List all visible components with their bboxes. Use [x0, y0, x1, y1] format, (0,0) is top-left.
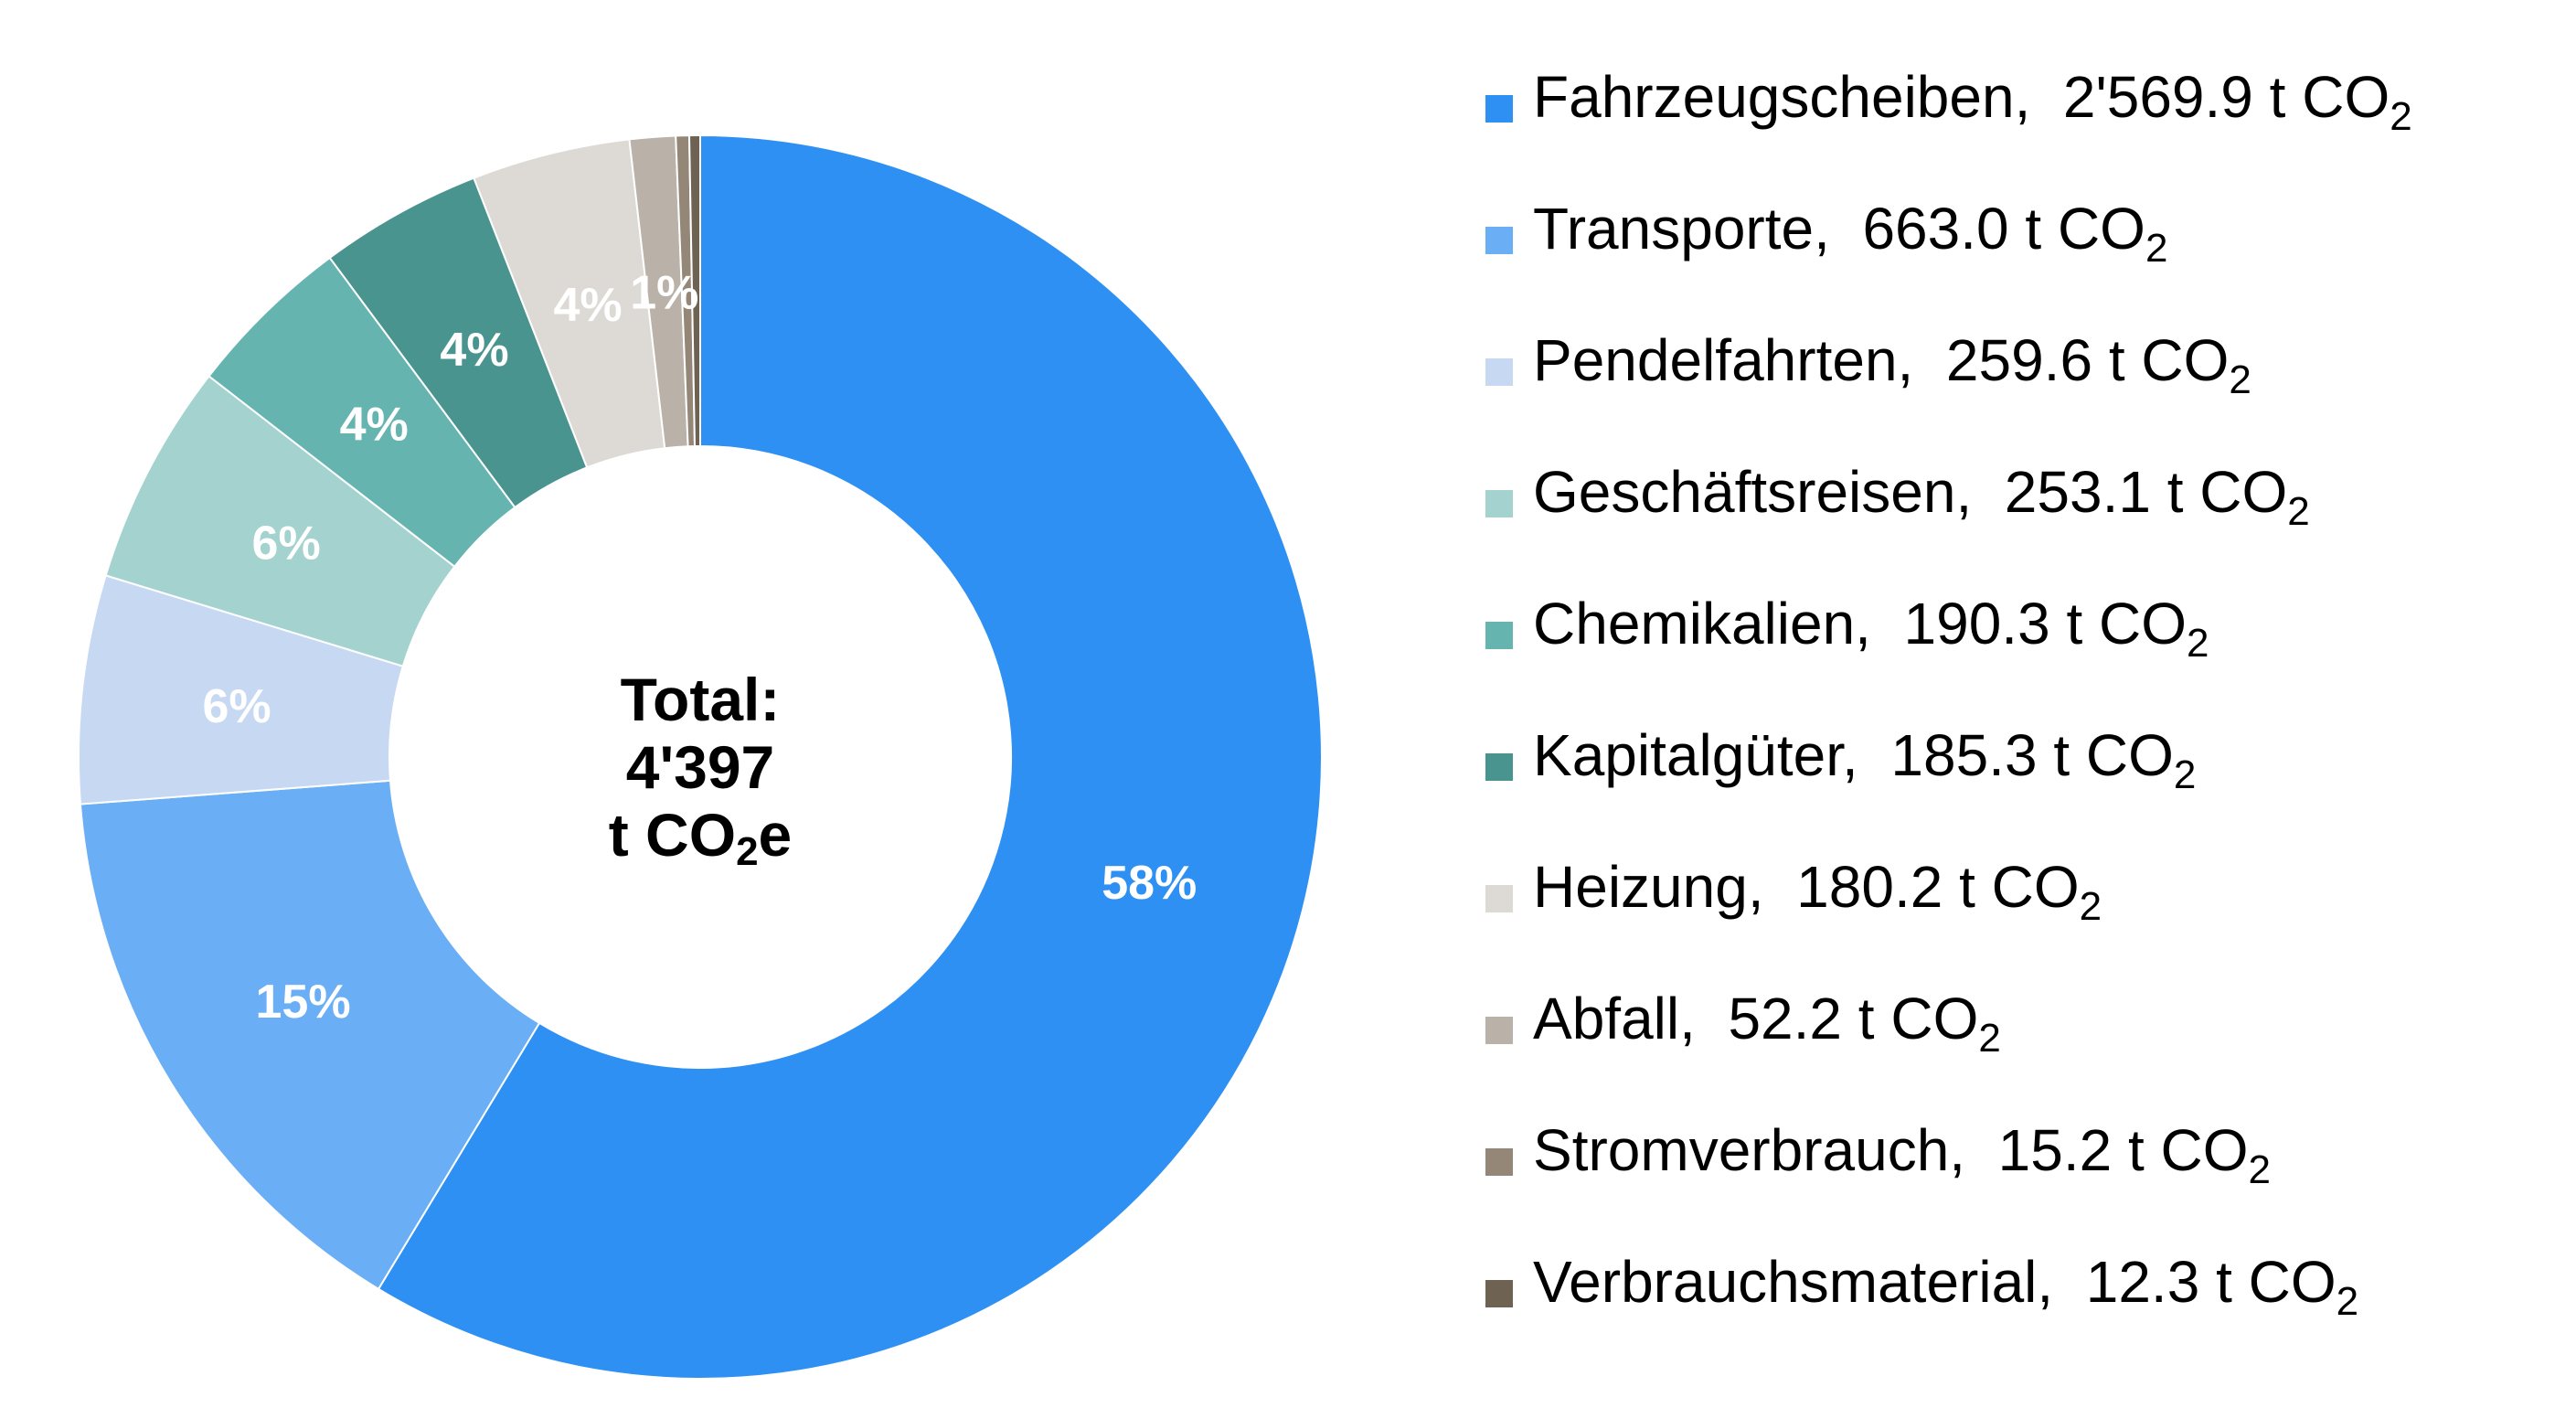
- legend: Fahrzeugscheiben, 2'569.9 t CO2 Transport…: [1485, 66, 2564, 1382]
- legend-unit-2: t CO2: [2108, 327, 2251, 402]
- legend-value-4: 190.3: [1903, 591, 2067, 656]
- legend-label-1: Transporte, 663.0 t CO2: [1533, 196, 2548, 271]
- legend-item-5: Kapitalgüter, 185.3 t CO2: [1485, 724, 2564, 856]
- legend-label-8: Stromverbrauch, 15.2 t CO2: [1533, 1117, 2548, 1192]
- legend-unit-sub-7: 2: [1978, 1016, 2001, 1061]
- legend-label-0: Fahrzeugscheiben, 2'569.9 t CO2: [1533, 64, 2548, 139]
- legend-swatch-2: [1485, 358, 1513, 386]
- legend-value-9: 12.3: [2085, 1249, 2217, 1315]
- legend-unit-sub-1: 2: [2145, 226, 2168, 271]
- legend-unit-9: t CO2: [2216, 1249, 2359, 1324]
- legend-value-5: 185.3: [1890, 722, 2054, 788]
- legend-unit-4: t CO2: [2066, 591, 2209, 666]
- legend-unit-sub-0: 2: [2390, 94, 2412, 139]
- legend-value-7: 52.2: [1728, 986, 1858, 1051]
- slice-label-7: 1%: [630, 267, 698, 320]
- legend-name-2: Pendelfahrten,: [1533, 327, 1946, 393]
- legend-value-2: 259.6: [1945, 327, 2109, 393]
- legend-value-3: 253.1: [2004, 459, 2167, 525]
- donut-slices: [78, 133, 1323, 1380]
- legend-value-1: 663.0: [1862, 196, 2026, 261]
- slice-label-6: 4%: [553, 279, 622, 332]
- legend-name-5: Kapitalgüter,: [1533, 722, 1891, 788]
- legend-swatch-1: [1485, 227, 1513, 254]
- legend-item-8: Stromverbrauch, 15.2 t CO2: [1485, 1119, 2564, 1251]
- legend-unit-7: t CO2: [1857, 986, 2001, 1061]
- legend-item-3: Geschäftsreisen, 253.1 t CO2: [1485, 461, 2564, 592]
- legend-unit-sub-4: 2: [2187, 621, 2209, 666]
- legend-name-1: Transporte,: [1533, 196, 1863, 261]
- legend-name-7: Abfall,: [1533, 986, 1729, 1051]
- legend-item-0: Fahrzeugscheiben, 2'569.9 t CO2: [1485, 66, 2564, 197]
- slice-label-2: 6%: [203, 680, 271, 733]
- legend-item-7: Abfall, 52.2 t CO2: [1485, 987, 2564, 1119]
- slice-labels: 58%15%6%6%4%4%4% 1%: [203, 267, 1198, 1029]
- slice-label-1: 15%: [256, 976, 351, 1029]
- slice-9: [687, 133, 701, 448]
- legend-label-2: Pendelfahrten, 259.6 t CO2: [1533, 327, 2548, 402]
- legend-label-9: Verbrauchsmaterial, 12.3 t CO2: [1533, 1249, 2548, 1324]
- center-total-value: 4'397: [626, 733, 775, 801]
- legend-unit-1: t CO2: [2025, 196, 2168, 271]
- legend-label-3: Geschäftsreisen, 253.1 t CO2: [1533, 459, 2548, 534]
- legend-unit-6: t CO2: [1959, 854, 2102, 929]
- legend-swatch-4: [1485, 622, 1513, 649]
- legend-value-6: 180.2: [1796, 854, 1960, 920]
- legend-item-9: Verbrauchsmaterial, 12.3 t CO2: [1485, 1251, 2564, 1382]
- legend-swatch-9: [1485, 1280, 1513, 1307]
- legend-name-9: Verbrauchsmaterial,: [1533, 1249, 2086, 1315]
- legend-label-5: Kapitalgüter, 185.3 t CO2: [1533, 722, 2548, 797]
- legend-swatch-0: [1485, 95, 1513, 123]
- legend-unit-sub-2: 2: [2229, 357, 2251, 402]
- legend-unit-sub-5: 2: [2173, 752, 2197, 797]
- legend-item-2: Pendelfahrten, 259.6 t CO2: [1485, 329, 2564, 461]
- legend-label-7: Abfall, 52.2 t CO2: [1533, 986, 2548, 1061]
- legend-unit-5: t CO2: [2053, 722, 2197, 797]
- donut-chart: 58%15%6%6%4%4%4% 1% Total: 4'397 t CO2e: [78, 133, 1323, 1380]
- legend-unit-3: t CO2: [2166, 459, 2310, 534]
- legend-unit-sub-9: 2: [2336, 1279, 2359, 1324]
- legend-unit-0: t CO2: [2269, 64, 2412, 139]
- legend-swatch-7: [1485, 1017, 1513, 1044]
- slice-0: [377, 133, 1323, 1380]
- center-total-unit: t CO2e: [609, 801, 793, 874]
- legend-swatch-3: [1485, 490, 1513, 517]
- slice-label-3: 6%: [252, 517, 321, 570]
- legend-unit-sub-6: 2: [2079, 884, 2102, 929]
- legend-label-4: Chemikalien, 190.3 t CO2: [1533, 591, 2548, 666]
- legend-name-4: Chemikalien,: [1533, 591, 1904, 656]
- legend-item-1: Transporte, 663.0 t CO2: [1485, 197, 2564, 329]
- slice-1: [79, 779, 541, 1291]
- slice-label-4: 4%: [340, 399, 409, 452]
- legend-item-6: Heizung, 180.2 t CO2: [1485, 856, 2564, 987]
- legend-unit-8: t CO2: [2127, 1117, 2272, 1192]
- legend-swatch-5: [1485, 753, 1513, 781]
- slice-label-5: 4%: [440, 324, 508, 377]
- legend-value-8: 15.2: [1997, 1117, 2128, 1183]
- legend-unit-sub-3: 2: [2287, 489, 2310, 534]
- center-total-label: Total:: [621, 666, 781, 733]
- legend-swatch-8: [1485, 1148, 1513, 1176]
- legend-name-8: Stromverbrauch,: [1533, 1117, 1998, 1183]
- legend-value-0: 2'569.9: [2062, 64, 2270, 130]
- legend-unit-sub-8: 2: [2248, 1147, 2272, 1192]
- legend-name-0: Fahrzeugscheiben,: [1533, 64, 2063, 130]
- legend-item-4: Chemikalien, 190.3 t CO2: [1485, 592, 2564, 724]
- legend-swatch-6: [1485, 885, 1513, 912]
- slice-label-0: 58%: [1102, 857, 1197, 910]
- legend-label-6: Heizung, 180.2 t CO2: [1533, 854, 2548, 929]
- legend-name-3: Geschäftsreisen,: [1533, 459, 2005, 525]
- legend-name-6: Heizung,: [1533, 854, 1797, 920]
